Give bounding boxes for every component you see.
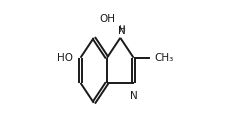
Text: OH: OH <box>99 14 115 24</box>
Text: H: H <box>118 25 124 34</box>
Text: N: N <box>129 91 137 101</box>
Text: HO: HO <box>56 53 72 63</box>
Text: N: N <box>117 27 125 36</box>
Text: CH₃: CH₃ <box>153 53 173 63</box>
